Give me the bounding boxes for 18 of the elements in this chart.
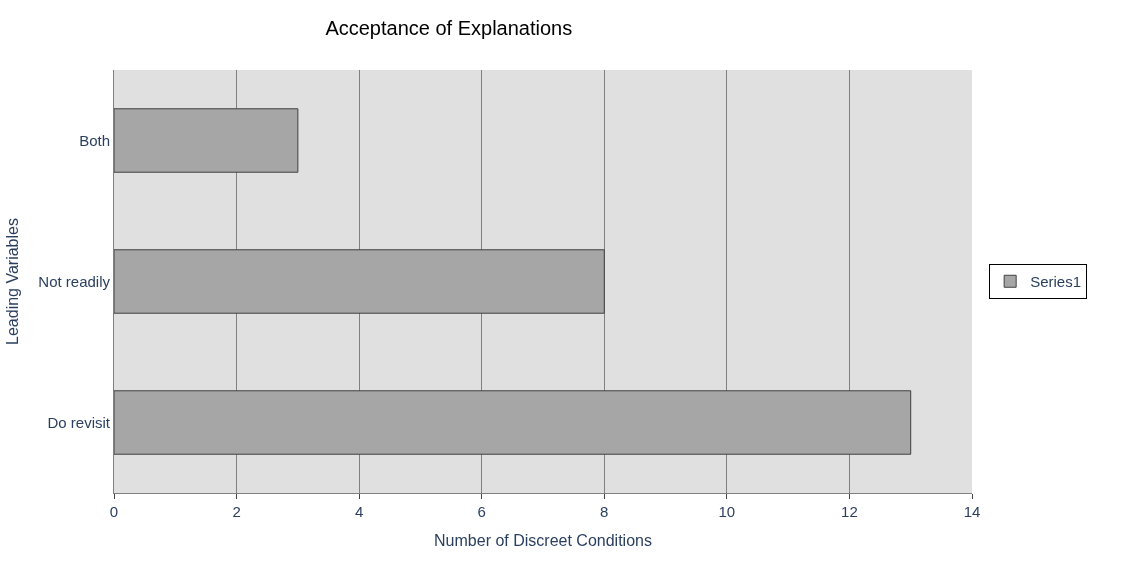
y-tick-label: Not readily: [38, 272, 111, 290]
x-tick-label: 2: [232, 503, 241, 520]
x-tick-label: 10: [718, 503, 736, 520]
x-tick-label: 14: [963, 503, 981, 520]
legend-label: Series1: [1030, 273, 1082, 291]
x-tick-label: 4: [354, 503, 364, 520]
y-tick-label: Both: [79, 131, 110, 149]
x-tick-label: 8: [600, 503, 609, 520]
bar: [114, 249, 605, 314]
bar: [114, 390, 912, 455]
x-tick-label: 0: [109, 503, 119, 520]
x-tick-label: 12: [841, 503, 858, 520]
x-tick-label: 6: [477, 503, 486, 520]
y-axis-title: Leading Variables: [4, 218, 22, 345]
bar: [114, 108, 299, 173]
x-axis-title: Number of Discreet Conditions: [434, 531, 652, 549]
y-tick-label: Do revisit: [47, 413, 111, 431]
chart-title: Acceptance of Explanations: [325, 17, 573, 39]
